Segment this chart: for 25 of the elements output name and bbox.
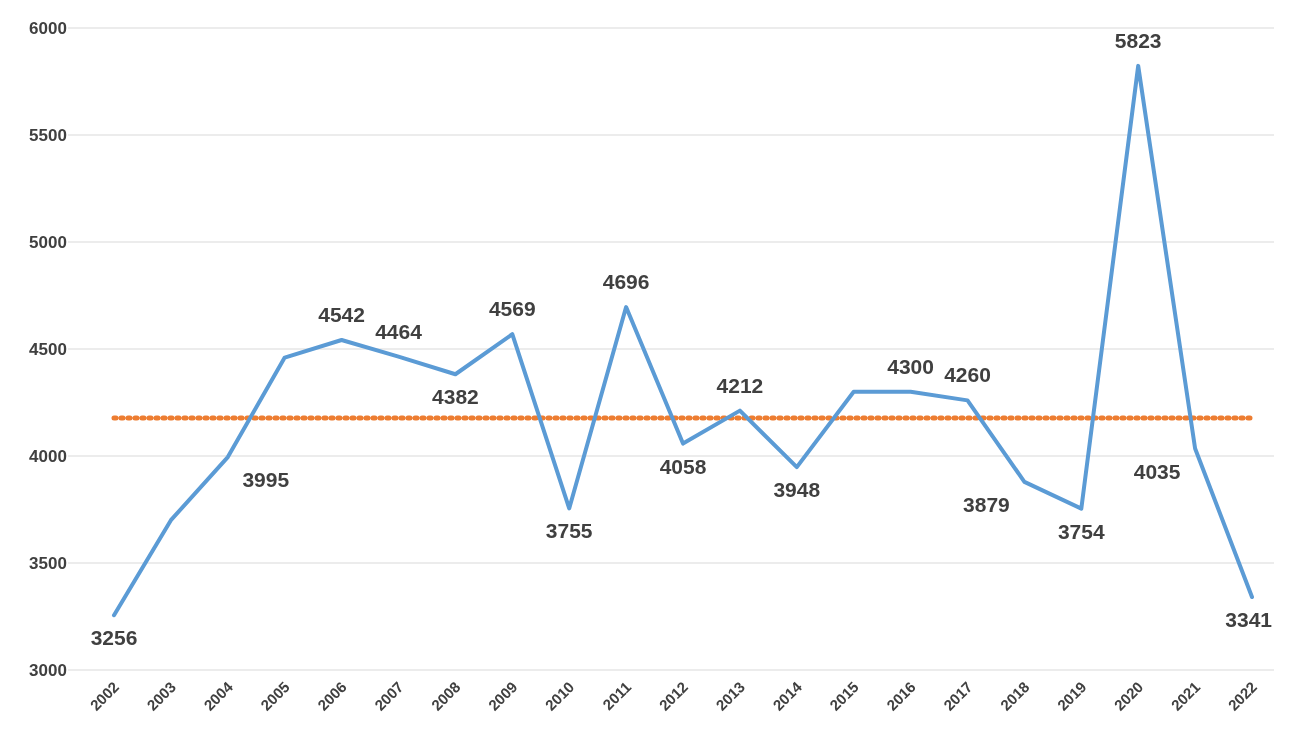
data-label: 4058 — [659, 454, 707, 478]
data-label: 4542 — [318, 303, 365, 327]
data-label: 4260 — [944, 363, 991, 387]
data-label: 3256 — [90, 626, 138, 650]
data-label: 3879 — [963, 492, 1010, 516]
data-label: 3341 — [1225, 608, 1273, 632]
data-label: 4212 — [716, 373, 764, 397]
data-label: 3755 — [545, 519, 593, 543]
y-tick-label: 3500 — [29, 554, 67, 573]
data-label: 4300 — [887, 354, 934, 378]
data-label: 3948 — [773, 478, 821, 502]
data-label: 4569 — [488, 297, 536, 321]
data-label: 4696 — [602, 270, 650, 294]
data-label: 3754 — [1057, 519, 1105, 543]
y-tick-label: 5000 — [29, 233, 67, 252]
data-label: 4035 — [1133, 459, 1181, 483]
data-label: 5823 — [1114, 28, 1162, 52]
data-label: 4464 — [375, 319, 423, 343]
y-tick-label: 4000 — [29, 447, 67, 466]
y-tick-label: 4500 — [29, 340, 67, 359]
y-tick-label: 5500 — [29, 126, 67, 145]
y-tick-label: 3000 — [29, 661, 67, 680]
data-label: 4382 — [432, 385, 479, 409]
y-tick-label: 6000 — [29, 19, 67, 38]
data-label: 3995 — [242, 468, 290, 492]
